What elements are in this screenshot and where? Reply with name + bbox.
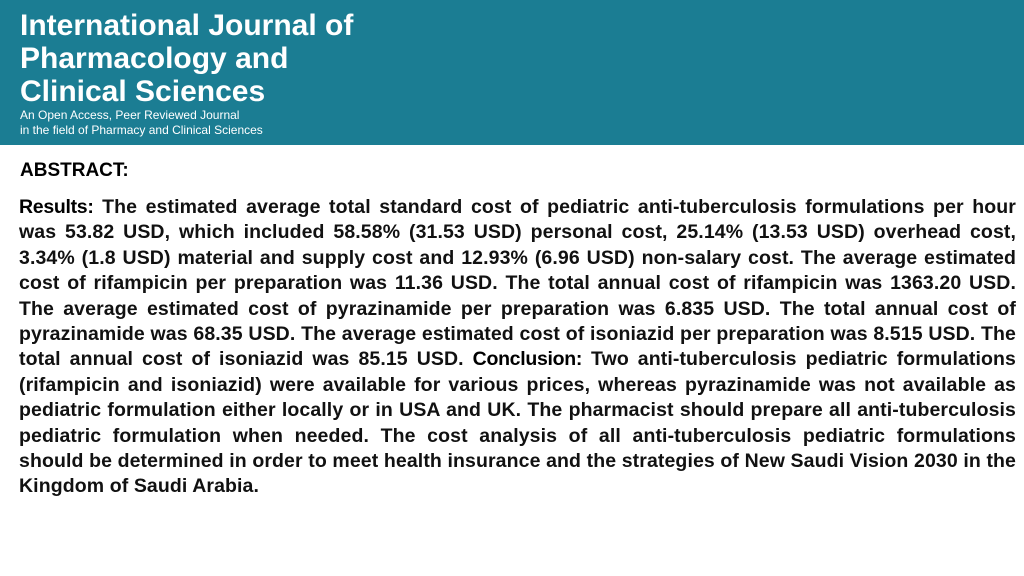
journal-header-banner: International Journal of Pharmacology an…	[0, 0, 1024, 145]
conclusion-label: Conclusion:	[472, 348, 583, 371]
abstract-heading: ABSTRACT:	[20, 160, 129, 181]
abstract-body: Results: The estimated average total sta…	[19, 195, 1016, 500]
results-text: The estimated average total standard cos…	[19, 196, 1016, 371]
journal-title-line-1: International Journal of	[20, 9, 354, 42]
journal-subtitle-line-2: in the field of Pharmacy and Clinical Sc…	[20, 123, 263, 137]
conclusion-text: Two anti-tuberculosis pediatric formulat…	[19, 348, 1016, 498]
journal-title-line-2: Pharmacology and	[20, 42, 289, 75]
journal-subtitle-line-1: An Open Access, Peer Reviewed Journal	[20, 108, 240, 122]
results-label: Results:	[19, 196, 94, 218]
journal-title-line-3: Clinical Sciences	[20, 75, 266, 108]
